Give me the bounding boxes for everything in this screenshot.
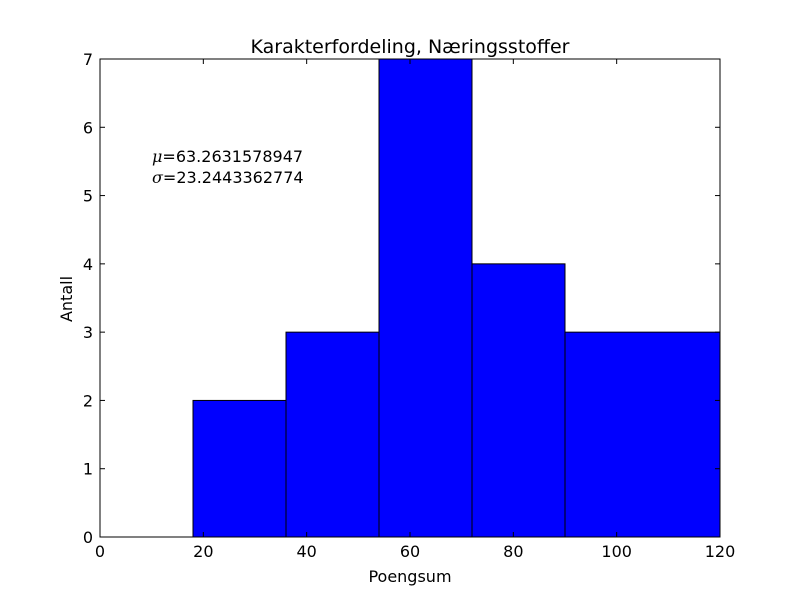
histogram-bar-0 — [192, 399, 287, 538]
histogram-bar-4 — [564, 331, 721, 538]
y-tick-label: 4 — [83, 255, 93, 274]
x-tick-label: 60 — [400, 542, 420, 561]
bars-layer — [192, 58, 721, 538]
x-tick-label: 0 — [95, 542, 105, 561]
std-symbol: σ — [152, 168, 164, 187]
y-tick-label: 3 — [83, 323, 93, 342]
x-tick-label: 100 — [601, 542, 632, 561]
mean-symbol: μ — [152, 147, 162, 166]
histogram-bar-1 — [285, 331, 380, 538]
histogram-bar-3 — [471, 263, 566, 538]
x-tick-label: 80 — [503, 542, 523, 561]
x-tick-label: 20 — [193, 542, 213, 561]
y-tick-label: 6 — [83, 118, 93, 137]
y-tick-label: 5 — [83, 187, 93, 206]
chart-title: Karakterfordeling, Næringsstoffer — [251, 36, 570, 58]
std-value: =23.2443362774 — [163, 168, 304, 187]
y-tick-label: 1 — [83, 460, 93, 479]
std-annotation: σ=23.2443362774 — [152, 168, 304, 187]
histogram-bar-2 — [378, 58, 473, 538]
y-tick-label: 7 — [83, 50, 93, 69]
x-tick-label: 120 — [705, 542, 736, 561]
mean-value: =63.2631578947 — [162, 147, 303, 166]
x-tick-label: 40 — [296, 542, 316, 561]
y-axis-label: Antall — [57, 276, 76, 322]
ticks-layer: 0 20 40 60 80 100 120 0 1 2 3 4 5 6 7 — [83, 50, 735, 561]
mean-annotation: μ=63.2631578947 — [152, 147, 303, 166]
y-tick-label: 0 — [83, 528, 93, 547]
x-axis-label: Poengsum — [368, 567, 451, 586]
y-tick-label: 2 — [83, 391, 93, 410]
